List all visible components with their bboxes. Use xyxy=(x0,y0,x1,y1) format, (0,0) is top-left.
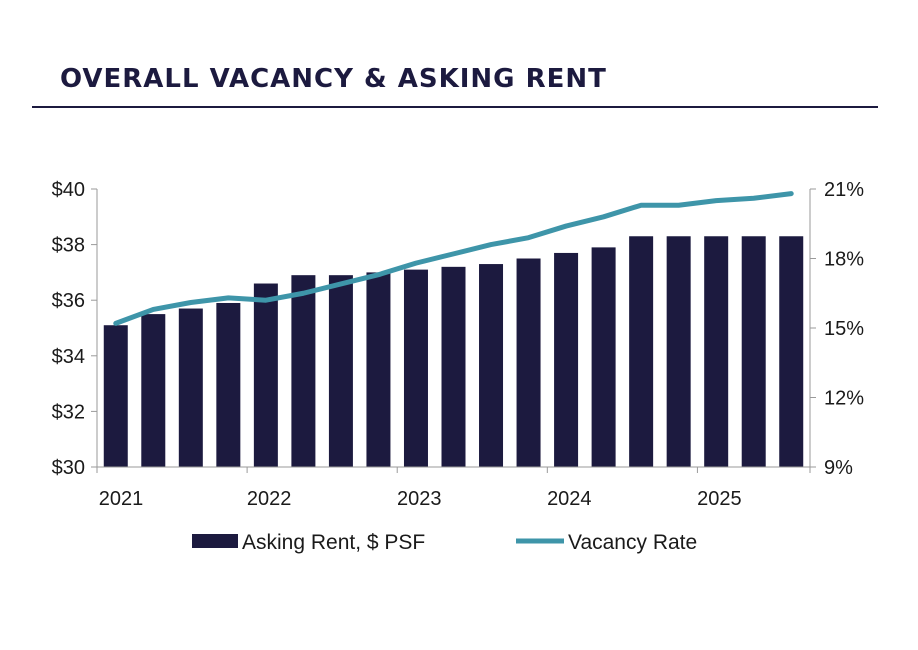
rent-bar xyxy=(141,314,166,467)
rent-bar xyxy=(366,272,391,467)
rent-bar xyxy=(216,302,241,467)
rent-bar xyxy=(741,236,766,467)
rent-bar xyxy=(253,283,278,467)
rent-bar xyxy=(403,269,428,467)
rent-bar xyxy=(629,236,654,467)
x-tick-label: 2022 xyxy=(247,488,292,510)
rent-bar xyxy=(591,247,616,467)
rent-bar xyxy=(516,258,541,467)
right-tick-label: 18% xyxy=(824,249,864,271)
rent-bar xyxy=(328,275,353,467)
rent-bar xyxy=(291,275,316,467)
right-tick-label: 15% xyxy=(824,318,864,340)
legend-rent-swatch xyxy=(192,534,238,548)
rent-bar xyxy=(178,308,203,467)
rent-bar xyxy=(103,325,128,467)
rent-bar xyxy=(779,236,804,467)
x-tick-label: 2025 xyxy=(697,488,742,510)
rent-bar xyxy=(479,264,504,467)
legend-rent-label: Asking Rent, $ PSF xyxy=(242,531,425,554)
left-tick-label: $40 xyxy=(52,179,85,201)
x-tick-label: 2021 xyxy=(99,488,144,510)
right-tick-label: 12% xyxy=(824,388,864,410)
left-tick-label: $32 xyxy=(52,401,85,423)
right-tick-label: 9% xyxy=(824,457,853,479)
right-tick-label: 21% xyxy=(824,179,864,201)
left-tick-label: $34 xyxy=(52,346,85,368)
chart-title: OVERALL VACANCY & ASKING RENT xyxy=(60,64,607,94)
vacancy-line xyxy=(113,191,794,326)
left-tick-label: $38 xyxy=(52,235,85,257)
x-tick-label: 2023 xyxy=(397,488,442,510)
left-tick-label: $36 xyxy=(52,290,85,312)
rent-bar xyxy=(704,236,729,467)
rent-bar xyxy=(554,252,579,467)
rent-bar xyxy=(666,236,691,467)
rent-bar xyxy=(441,266,466,467)
title-underline xyxy=(32,106,878,108)
left-tick-label: $30 xyxy=(52,457,85,479)
legend-vacancy-label: Vacancy Rate xyxy=(568,531,697,554)
x-tick-label: 2024 xyxy=(547,488,592,510)
